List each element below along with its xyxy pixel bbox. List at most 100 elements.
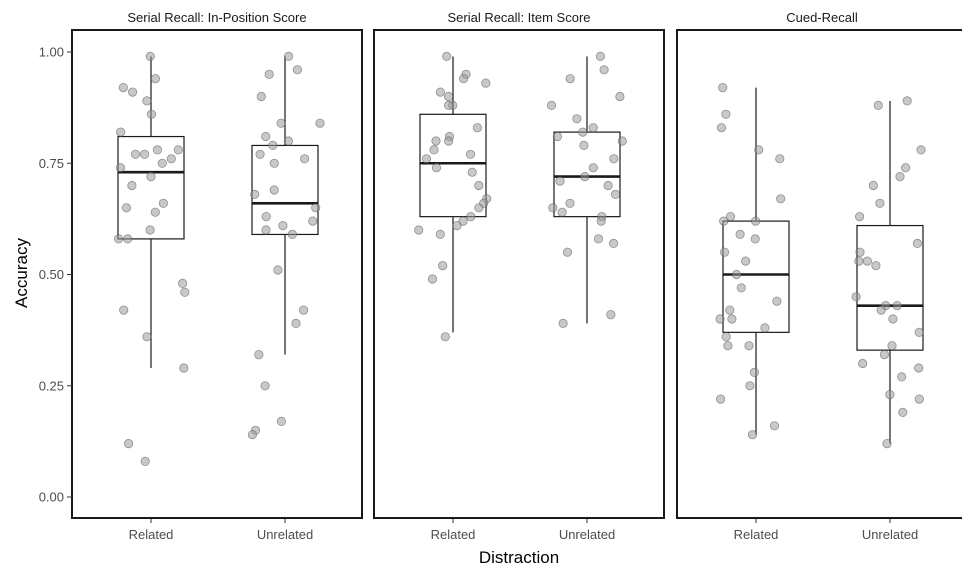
panel-2: Serial Recall: Item Score Related Unrelate…	[373, 10, 665, 542]
data-point	[609, 154, 619, 164]
data-point	[776, 194, 786, 204]
data-point	[546, 100, 557, 111]
iqr-box	[251, 144, 319, 236]
data-point	[855, 247, 865, 257]
data-point	[474, 180, 484, 191]
data-point	[481, 78, 491, 88]
data-point	[579, 140, 589, 150]
data-point	[431, 136, 441, 146]
data-point	[558, 318, 568, 328]
data-point	[740, 256, 751, 266]
x-tick-label: Related	[734, 527, 779, 542]
data-point	[735, 229, 745, 239]
data-point	[745, 381, 755, 391]
data-point	[157, 158, 167, 168]
box-unrelated: Unrelated	[247, 51, 325, 542]
data-point	[121, 203, 132, 213]
data-point	[914, 394, 924, 404]
data-point	[315, 118, 325, 128]
panel-title: Serial Recall: In-Position Score	[127, 10, 306, 25]
data-point	[116, 127, 126, 137]
data-point	[178, 278, 188, 288]
data-point	[261, 212, 271, 222]
data-point	[754, 145, 764, 155]
data-point	[555, 176, 565, 186]
iqr-box	[117, 135, 185, 240]
data-point	[118, 83, 128, 93]
data-point	[438, 260, 448, 271]
data-point	[150, 74, 160, 84]
data-point	[474, 203, 484, 213]
data-point	[565, 74, 575, 84]
data-point	[603, 180, 613, 191]
data-point	[247, 430, 257, 440]
data-point	[256, 91, 266, 102]
data-point	[435, 87, 445, 97]
y-tick-label: 0.25	[39, 378, 64, 393]
data-point	[580, 172, 590, 182]
box-related: Related	[414, 51, 492, 542]
data-point	[152, 145, 162, 155]
data-point	[744, 341, 754, 351]
data-point	[146, 109, 157, 119]
data-point	[443, 100, 454, 111]
y-axis-title: Accuracy	[12, 238, 31, 308]
data-point	[140, 456, 150, 466]
data-point	[715, 314, 725, 324]
data-point	[892, 300, 902, 311]
y-tick-label: 0.00	[39, 490, 64, 505]
data-point	[269, 185, 279, 195]
data-point	[749, 367, 760, 377]
data-point	[458, 74, 469, 84]
data-point	[130, 149, 141, 159]
data-point	[114, 234, 124, 244]
data-point	[862, 256, 873, 266]
data-point	[273, 265, 283, 275]
data-point	[276, 118, 286, 128]
data-point	[898, 407, 908, 417]
data-point	[760, 323, 770, 333]
data-point	[260, 381, 270, 391]
x-tick-label: Unrelated	[559, 527, 615, 542]
data-point	[150, 207, 160, 217]
x-tick-label: Unrelated	[862, 527, 918, 542]
data-point	[902, 96, 912, 106]
data-point	[557, 207, 567, 217]
data-point	[868, 180, 878, 191]
data-point	[887, 341, 897, 351]
data-point	[727, 314, 737, 324]
data-point	[158, 198, 168, 208]
x-tick-label: Unrelated	[257, 527, 313, 542]
panel-title: Cued-Recall	[786, 10, 858, 25]
data-point	[871, 260, 881, 271]
data-point	[615, 91, 625, 102]
data-point	[299, 154, 310, 164]
data-point	[142, 96, 152, 106]
panel-1: Serial Recall: In-Position Score Related U…	[71, 10, 363, 542]
data-point	[721, 109, 731, 119]
data-point	[588, 123, 598, 133]
data-point	[115, 163, 126, 173]
data-point	[414, 225, 424, 235]
data-point	[261, 225, 271, 235]
data-point	[123, 234, 133, 244]
data-point	[179, 363, 189, 373]
data-point	[452, 221, 462, 231]
data-point	[145, 51, 155, 62]
iqr-box	[856, 224, 924, 351]
data-point	[283, 136, 293, 146]
data-point	[440, 332, 450, 342]
data-point	[617, 136, 627, 146]
data-point	[431, 163, 442, 173]
data-point	[912, 238, 923, 248]
data-point	[750, 216, 761, 226]
data-point	[292, 65, 302, 75]
data-point	[578, 127, 588, 137]
panel-frame	[71, 29, 363, 519]
panel-title: Serial Recall: Item Score	[447, 10, 590, 25]
panel-3: Cued-Recall Related Unrelated	[676, 10, 962, 542]
box-unrelated: Unrelated	[546, 51, 627, 542]
x-tick-label: Related	[129, 527, 174, 542]
data-point	[851, 292, 861, 302]
